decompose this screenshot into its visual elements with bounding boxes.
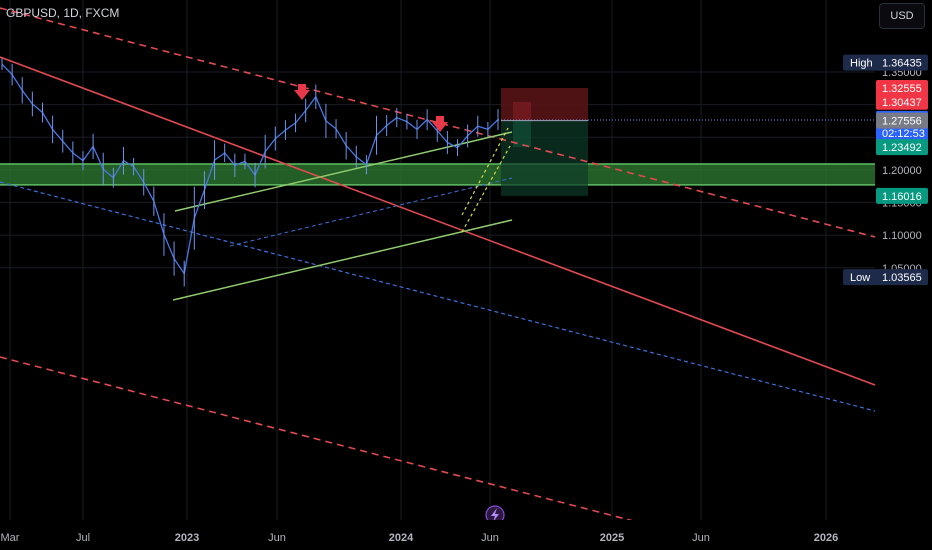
time-tick-label: 2023 xyxy=(175,532,199,544)
time-tick-label: Mar xyxy=(1,532,20,544)
down-arrow-icon xyxy=(294,84,310,100)
down-arrow-icon xyxy=(432,116,448,132)
price-tag-value: 1.30437 xyxy=(882,97,922,109)
symbol-title[interactable]: GBPUSD, 1D, FXCM xyxy=(6,6,120,20)
time-tick-label: 2026 xyxy=(814,532,838,544)
time-tick-label: Jun xyxy=(692,532,710,544)
wedge-upper xyxy=(461,127,509,216)
extreme-price-tag xyxy=(843,269,928,286)
time-axis-bg xyxy=(0,520,932,550)
red-lower-channel xyxy=(0,356,646,525)
extreme-price-value: 1.36435 xyxy=(882,58,922,70)
red-trendline xyxy=(0,56,876,386)
price-tick-label: 1.20000 xyxy=(882,165,922,177)
extreme-kind-label: Low xyxy=(850,272,870,284)
price-series xyxy=(1,58,875,287)
price-tick-label: 1.10000 xyxy=(882,230,922,242)
price-tag-value: 1.23492 xyxy=(882,142,922,154)
markers xyxy=(294,84,505,525)
time-tick-label: Jul xyxy=(76,532,90,544)
stop-inner-zone xyxy=(513,101,531,121)
countdown-timer: 02:12:53 xyxy=(882,128,925,140)
support-zone xyxy=(0,164,875,185)
lightning-glyph xyxy=(491,508,499,522)
channel-midline xyxy=(229,177,513,247)
time-tick-label: Jun xyxy=(481,532,499,544)
time-tick-label: 2024 xyxy=(389,532,414,544)
price-tag xyxy=(876,187,928,204)
price-tag xyxy=(876,93,928,110)
price-tag-value: 1.32555 xyxy=(882,83,922,95)
green-channel-top xyxy=(174,131,513,212)
price-tag-value: 1.16016 xyxy=(882,191,922,203)
trend-drawings xyxy=(0,7,876,525)
blue-dashed-trend xyxy=(0,181,876,412)
time-tick-label: 2025 xyxy=(600,532,624,544)
wedge-lower xyxy=(461,145,511,233)
target-inner-zone xyxy=(513,120,531,148)
currency-button[interactable]: USD xyxy=(879,3,925,29)
extreme-kind-label: High xyxy=(850,58,873,70)
extreme-price-value: 1.03565 xyxy=(882,272,922,284)
time-axis[interactable]: Mar Jul 2023 Jun 2024 Jun 2025 Jun 2026 xyxy=(0,520,932,550)
price-tag xyxy=(876,112,928,129)
price-labels: High1.364351.325551.304371.278121.276440… xyxy=(843,54,928,286)
green-channel-bottom xyxy=(172,219,513,301)
time-tick-label: Jun xyxy=(268,532,286,544)
price-tag xyxy=(876,79,928,96)
price-tag xyxy=(876,139,928,156)
price-tag-value: 1.27556 xyxy=(882,116,922,128)
extreme-price-tag xyxy=(843,54,928,71)
red-upper-channel xyxy=(0,7,876,238)
price-line xyxy=(1,63,499,275)
